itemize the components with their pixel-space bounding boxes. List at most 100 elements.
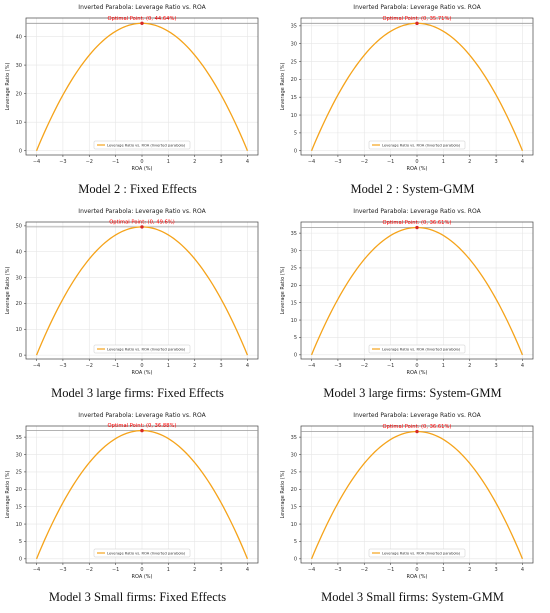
x-tick-label: 3 — [219, 363, 222, 369]
y-axis-label: Leverage Ratio (%) — [5, 471, 11, 519]
x-tick-label: −2 — [86, 363, 93, 369]
x-tick-label: −3 — [334, 363, 341, 369]
x-tick-label: 0 — [140, 363, 143, 369]
y-tick-label: 20 — [291, 77, 297, 83]
y-tick-label: 25 — [291, 470, 297, 476]
x-tick-label: 0 — [415, 159, 418, 165]
y-axis-label: Leverage Ratio (%) — [280, 471, 286, 519]
x-tick-label: −4 — [33, 363, 40, 369]
panel-caption: Model 2 : Fixed Effects — [0, 182, 275, 197]
x-tick-label: 0 — [415, 567, 418, 573]
y-axis-label: Leverage Ratio (%) — [5, 267, 11, 315]
y-tick-label: 20 — [16, 487, 22, 493]
x-tick-label: 4 — [521, 159, 524, 165]
optimal-point-label: Optimal Point: (0, 44.64%) — [108, 16, 177, 22]
x-tick-label: 1 — [167, 363, 170, 369]
y-tick-label: 10 — [16, 522, 22, 528]
x-tick-label: −1 — [112, 363, 119, 369]
legend-label: Leverage Ratio vs. ROA (Inverted parabol… — [107, 348, 186, 352]
x-tick-label: 4 — [246, 159, 249, 165]
x-tick-label: 2 — [193, 159, 196, 165]
x-tick-label: −4 — [308, 159, 315, 165]
y-tick-label: 25 — [291, 59, 297, 65]
x-tick-label: −4 — [308, 363, 315, 369]
y-tick-label: 0 — [294, 353, 297, 359]
panel-model3-large-fixed-effects: −4 −3 −2 −1 0 1 2 3 4 0 10 20 30 40 50 ROA (%) Leverage … — [0, 204, 275, 408]
y-tick-label: 40 — [16, 250, 22, 256]
legend-label: Leverage Ratio vs. ROA (Inverted parabol… — [382, 144, 461, 148]
x-tick-label: 0 — [140, 567, 143, 573]
panel-caption: Model 3 large firms: Fixed Effects — [0, 386, 275, 401]
x-axis-label: ROA (%) — [132, 370, 153, 376]
legend-label: Leverage Ratio vs. ROA (Inverted parabol… — [107, 552, 186, 556]
x-tick-label: 2 — [468, 567, 471, 573]
x-tick-label: −1 — [387, 159, 394, 165]
chart-title: Inverted Parabola: Leverage Ratio vs. RO… — [78, 208, 206, 215]
y-tick-label: 40 — [16, 34, 22, 40]
x-tick-label: 1 — [167, 159, 170, 165]
y-tick-label: 15 — [291, 300, 297, 306]
x-tick-label: 3 — [494, 159, 497, 165]
x-tick-label: 3 — [219, 567, 222, 573]
x-tick-label: −2 — [361, 567, 368, 573]
x-tick-label: 3 — [219, 159, 222, 165]
legend-label: Leverage Ratio vs. ROA (Inverted parabol… — [382, 552, 461, 556]
legend-label: Leverage Ratio vs. ROA (Inverted parabol… — [107, 144, 186, 148]
y-tick-label: 0 — [294, 557, 297, 563]
optimal-point-marker — [140, 225, 143, 228]
y-tick-label: 0 — [19, 353, 22, 359]
x-tick-label: 0 — [415, 363, 418, 369]
y-tick-label: 5 — [294, 539, 297, 545]
optimal-point-marker — [415, 22, 418, 25]
x-tick-label: 1 — [442, 363, 445, 369]
x-tick-label: −3 — [59, 567, 66, 573]
optimal-point-marker — [140, 429, 143, 432]
y-tick-label: 5 — [294, 335, 297, 341]
y-tick-label: 25 — [291, 266, 297, 272]
x-tick-label: 0 — [140, 159, 143, 165]
y-tick-label: 0 — [294, 149, 297, 155]
x-tick-label: −3 — [59, 159, 66, 165]
y-tick-label: 35 — [291, 24, 297, 30]
x-tick-label: −4 — [33, 159, 40, 165]
panel-model3-large-system-gmm: −4 −3 −2 −1 0 1 2 3 4 0 5 10 15 20 25 30 35 ROA (%) Levera… — [275, 204, 550, 408]
y-tick-label: 30 — [16, 63, 22, 69]
x-tick-label: 4 — [521, 363, 524, 369]
y-tick-label: 35 — [16, 435, 22, 441]
x-tick-label: 3 — [494, 567, 497, 573]
y-tick-label: 10 — [16, 327, 22, 333]
panel-caption: Model 3 Small firms: Fixed Effects — [0, 590, 275, 605]
x-tick-label: 2 — [193, 567, 196, 573]
x-tick-label: −1 — [112, 159, 119, 165]
x-tick-label: −3 — [59, 363, 66, 369]
x-axis-label: ROA (%) — [407, 166, 428, 172]
optimal-point-marker — [415, 430, 418, 433]
panel-model3-small-fixed-effects: −4 −3 −2 −1 0 1 2 3 4 0 5 10 15 20 25 30 35 ROA (%) Levera… — [0, 408, 275, 612]
y-tick-label: 0 — [19, 557, 22, 563]
panel-caption: Model 3 Small firms: System-GMM — [275, 590, 550, 605]
chart-model3-small-system-gmm: −4 −3 −2 −1 0 1 2 3 4 0 5 10 15 20 25 30 35 ROA (%) Levera… — [275, 408, 550, 588]
panel-caption: Model 3 large firms: System-GMM — [275, 386, 550, 401]
x-tick-label: −4 — [308, 567, 315, 573]
x-tick-label: 1 — [442, 159, 445, 165]
y-tick-label: 20 — [291, 487, 297, 493]
optimal-point-label: Optimal Point: (0, 36.61%) — [383, 424, 452, 430]
optimal-point-label: Optimal Point: (0, 36.61%) — [383, 220, 452, 226]
chart-title: Inverted Parabola: Leverage Ratio vs. RO… — [353, 412, 481, 419]
x-tick-label: −1 — [112, 567, 119, 573]
x-tick-label: 2 — [468, 363, 471, 369]
x-tick-label: 4 — [521, 567, 524, 573]
x-tick-label: −2 — [361, 159, 368, 165]
x-tick-label: 3 — [494, 363, 497, 369]
legend-label: Leverage Ratio vs. ROA (Inverted parabol… — [382, 348, 461, 352]
optimal-point-label: Optimal Point: (0, 49.6%) — [109, 219, 175, 225]
chart-title: Inverted Parabola: Leverage Ratio vs. RO… — [353, 4, 481, 11]
y-tick-label: 50 — [16, 224, 22, 230]
x-tick-label: 4 — [246, 363, 249, 369]
y-tick-label: 20 — [16, 301, 22, 307]
y-tick-label: 30 — [291, 248, 297, 254]
chart-title: Inverted Parabola: Leverage Ratio vs. RO… — [78, 412, 206, 419]
y-tick-label: 15 — [291, 504, 297, 510]
